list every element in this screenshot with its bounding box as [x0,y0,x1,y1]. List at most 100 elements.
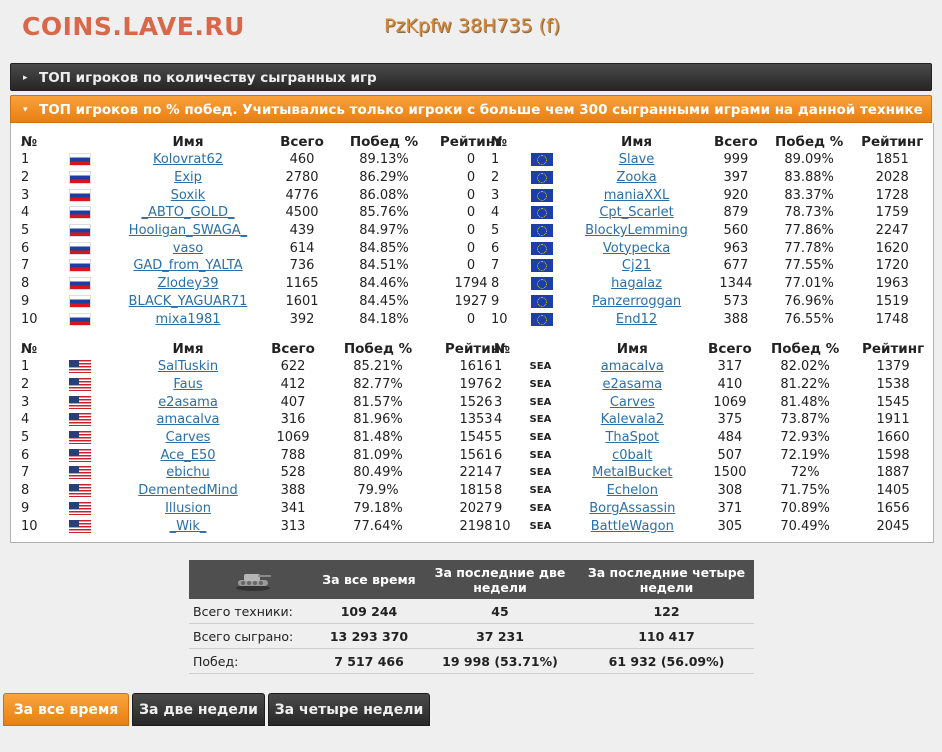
player-name-link[interactable]: c0balt [612,447,653,463]
tab-four-weeks[interactable]: За четыре недели [268,693,430,726]
table-row: 8 DementedMind 388 79.9% 1815 [11,482,517,500]
player-name-link[interactable]: SalTuskin [157,359,219,375]
win-percent: 78.73% [784,205,834,221]
rank-number: 2 [494,377,503,393]
table-row: 5 BlockyLemming 560 77.86% 2247 [481,222,933,240]
flag-ru-icon [69,206,91,220]
accordion-games-played[interactable]: ▸ ТОП игроков по количеству сыгранных иг… [10,63,932,91]
rating-value: 0 [466,205,476,221]
rank-number: 3 [491,187,500,203]
ranking-table-eu-grid: № Имя Всего Побед % Рейтинг 1 Slave 999 89.09% 18… [481,133,933,328]
accordion-win-rate-title: ТОП игроков по % побед. Учитывались толь… [39,102,923,118]
player-name-link[interactable]: amacalva [156,412,220,428]
rating-value: 1720 [875,258,909,274]
player-name-link[interactable]: maniaXXL [603,187,670,203]
player-name-link[interactable]: _ABTO_GOLD_ [141,205,235,221]
player-name-link[interactable]: vaso [172,240,204,256]
player-name-link[interactable]: DementedMind [138,483,238,499]
player-name-cell: Kalevala2 [562,411,703,429]
player-name-cell: ThaSpot [562,429,703,447]
player-name-cell: MetalBucket [562,464,703,482]
flag-cell: SEA [519,429,562,447]
battles-total: 879 [723,205,749,221]
player-name-link[interactable]: End12 [615,311,658,327]
battles-total: 528 [280,465,306,481]
stats-tank-icon-cell [189,560,317,599]
player-name-link[interactable]: ebichu [166,465,210,481]
rating-value: 1561 [459,447,493,463]
player-name-link[interactable]: BLACK_YAGUAR71 [128,293,248,309]
stats-value: 110 417 [579,623,754,649]
player-name-link[interactable]: Votypecka [602,240,671,256]
player-name-link[interactable]: Zlodey39 [157,276,219,292]
flag-cell [516,275,568,293]
flag-cell [49,169,111,187]
player-name-link[interactable]: Zooka [616,170,657,186]
win-percent: 84.85% [359,240,409,256]
rank-number: 5 [491,223,500,239]
player-name-link[interactable]: Faus [173,377,203,393]
caret-right-icon: ▸ [23,73,28,83]
player-name-cell: amacalva [562,358,703,376]
player-name-link[interactable]: Panzerroggan [591,293,682,309]
player-name-link[interactable]: Kalevala2 [600,412,664,428]
table-row: 7 ebichu 528 80.49% 2214 [11,464,517,482]
site-logo[interactable]: COINS.LAVE.RU [22,12,245,41]
player-name-link[interactable]: BlockyLemming [585,223,688,239]
flag-cell [516,310,568,328]
win-percent: 84.51% [359,258,409,274]
tab-all-time[interactable]: За все время [3,693,129,726]
player-name-link[interactable]: BorgAssassin [589,500,676,516]
table-row: 9 Panzerroggan 573 76.96% 1519 [481,293,933,311]
flag-sea-icon: SEA [529,413,552,427]
rank-number: 10 [21,311,38,327]
flag-cell [49,411,111,429]
player-name-link[interactable]: Hooligan_SWAGA_ [128,223,248,239]
table-row: 2 Faus 412 82.77% 1976 [11,376,517,394]
player-name-link[interactable]: Cj21 [621,258,652,274]
flag-sea-icon: SEA [529,395,552,409]
flag-eu-icon [531,188,554,202]
player-name-link[interactable]: Exip [174,170,202,186]
win-percent: 77.86% [784,223,834,239]
player-name-link[interactable]: Echelon [606,483,658,499]
player-name-link[interactable]: mixa1981 [155,311,221,327]
tab-two-weeks[interactable]: За две недели [132,693,265,726]
rank-number: 8 [494,483,503,499]
player-name-cell: Hooligan_SWAGA_ [111,222,265,240]
rank-number: 6 [21,240,30,256]
table-header-row: № Имя Всего Побед % Рейтинг [481,133,933,151]
flag-eu-icon [531,206,554,220]
player-name-link[interactable]: Cpt_Scarlet [599,205,674,221]
player-name-link[interactable]: ThaSpot [605,430,660,446]
flag-cell: SEA [519,393,562,411]
accordion-win-rate[interactable]: ▾ ТОП игроков по % побед. Учитывались то… [10,95,932,123]
rank-number: 1 [491,152,500,168]
player-name-link[interactable]: _Wik_ [169,518,207,534]
ranking-table-us-grid: № Имя Всего Побед % Рейтинг 1 SalTuskin 622 85.2… [11,340,517,535]
player-name-cell: BlockyLemming [568,222,705,240]
battles-total: 920 [723,187,749,203]
player-name-link[interactable]: e2asama [602,377,663,393]
player-name-link[interactable]: Soxik [170,187,206,203]
player-name-link[interactable]: Carves [609,394,655,410]
player-name-link[interactable]: amacalva [600,359,664,375]
player-name-link[interactable]: Carves [165,430,211,446]
stats-value: 13 293 370 [317,623,421,649]
flag-ru-icon [69,153,91,167]
player-name-link[interactable]: BattleWagon [590,518,674,534]
rating-value: 0 [466,311,476,327]
player-name-link[interactable]: e2asama [158,394,218,410]
rank-number: 9 [491,293,500,309]
player-name-link[interactable]: Slave [618,152,655,168]
player-name-link[interactable]: GAD_from_YALTA [133,258,243,274]
player-name-link[interactable]: MetalBucket [592,465,673,481]
player-name-link[interactable]: Ace_E50 [160,447,216,463]
win-percent: 76.55% [784,311,834,327]
player-name-link[interactable]: Illusion [165,500,211,516]
player-name-link[interactable]: hagalaz [611,276,662,292]
col-header-num: № [491,134,508,150]
stats-value: 19 998 (53.71%) [421,648,579,674]
col-header-total: Всего [713,134,758,150]
player-name-link[interactable]: Kolovrat62 [152,152,224,168]
